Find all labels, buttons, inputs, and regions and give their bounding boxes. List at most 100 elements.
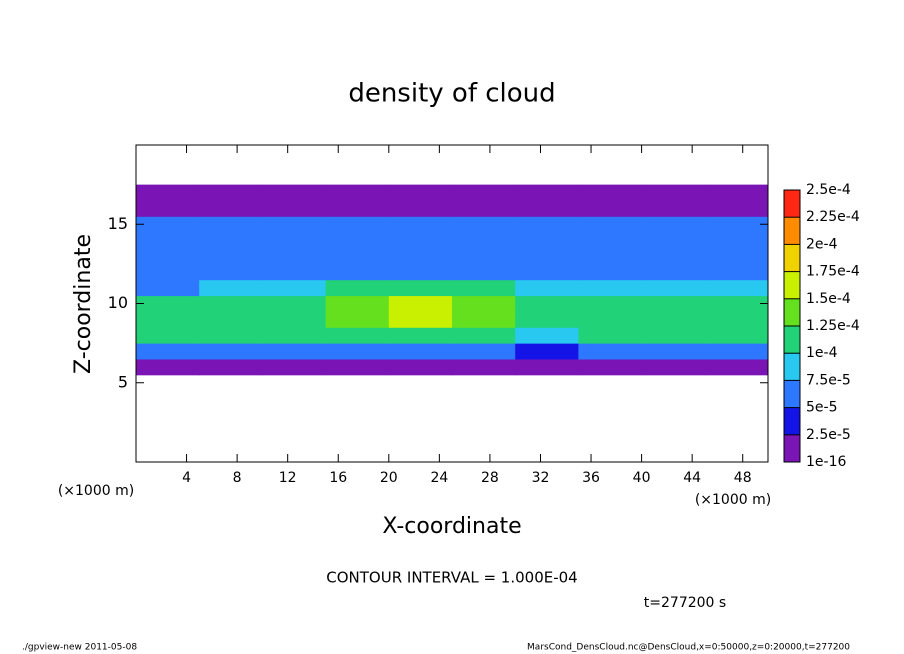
heat-cell <box>388 279 453 297</box>
colorbar-swatch <box>784 353 800 381</box>
contour-interval: CONTOUR INTERVAL = 1.000E-04 <box>326 569 577 587</box>
heat-cell <box>136 200 200 217</box>
heat-cell <box>641 263 706 281</box>
heat-cell <box>388 343 453 360</box>
heat-cell <box>136 343 200 360</box>
heat-cell <box>452 327 516 344</box>
heat-cell <box>704 327 769 344</box>
heat-cell <box>641 295 706 312</box>
heat-cell <box>136 279 200 297</box>
heat-cell <box>325 263 390 281</box>
heat-cell <box>452 311 516 328</box>
heat-cell <box>515 216 579 233</box>
colorbar-label: 2.25e-4 <box>806 209 860 225</box>
heat-cell <box>452 184 516 201</box>
heat-cell <box>199 279 263 297</box>
y-tick-label: 10 <box>108 293 128 312</box>
heat-cell <box>704 200 769 217</box>
heat-cell <box>641 327 706 344</box>
heat-cell <box>136 248 200 265</box>
heat-cell <box>199 263 263 281</box>
heat-cell <box>578 216 643 233</box>
colorbar-label: 2.5e-4 <box>806 182 851 198</box>
heat-cell <box>704 263 769 281</box>
colorbar-label: 1.75e-4 <box>806 264 860 280</box>
footer-left: ./gpview-new 2011-05-08 <box>22 643 137 653</box>
heat-cell <box>515 358 579 376</box>
colorbar-label: 1e-16 <box>806 454 846 470</box>
heat-cell <box>262 295 327 312</box>
heat-cell <box>262 216 327 233</box>
y-axis-label: Z-coordinate <box>71 234 96 374</box>
heat-cell <box>452 295 516 312</box>
heat-cell <box>136 327 200 344</box>
heat-cell <box>325 216 390 233</box>
heat-cell <box>136 263 200 281</box>
heat-cell <box>452 232 516 249</box>
heat-cell <box>199 311 263 328</box>
heat-cell <box>515 295 579 312</box>
heat-cell <box>452 200 516 217</box>
heat-cell <box>452 248 516 265</box>
heat-cell <box>199 248 263 265</box>
heat-cell <box>578 327 643 344</box>
x-tick-label: 28 <box>481 470 499 486</box>
heat-cell <box>578 358 643 376</box>
heat-cell <box>578 295 643 312</box>
heat-cell <box>325 295 390 312</box>
x-tick-label: 32 <box>532 470 550 486</box>
heat-cell <box>388 200 453 217</box>
footer-right: MarsCond_DensCloud.nc@DensCloud,x=0:5000… <box>527 643 850 653</box>
time-label: t=277200 s <box>644 595 726 611</box>
heat-cell <box>199 327 263 344</box>
heat-cell <box>578 311 643 328</box>
colorbar-swatch <box>784 244 800 272</box>
heat-cell <box>515 248 579 265</box>
heat-cell <box>641 200 706 217</box>
heat-cell <box>325 311 390 328</box>
x-unit: (×1000 m) <box>695 492 771 508</box>
heat-cell <box>515 184 579 201</box>
heat-cell <box>388 295 453 312</box>
colorbar-label: 2.5e-5 <box>806 427 851 443</box>
colorbar-label: 7.5e-5 <box>806 372 851 388</box>
heat-cell <box>262 279 327 297</box>
heat-cell <box>199 216 263 233</box>
x-tick-label: 12 <box>279 470 297 486</box>
heat-cell <box>704 232 769 249</box>
heat-cell <box>641 216 706 233</box>
heat-cell <box>641 184 706 201</box>
heat-cell <box>262 232 327 249</box>
heat-cell <box>641 232 706 249</box>
heat-cell <box>388 263 453 281</box>
heat-cell <box>325 358 390 376</box>
heat-cell <box>325 343 390 360</box>
heat-cell <box>704 184 769 201</box>
y-tick-label: 15 <box>108 214 128 233</box>
colorbar-label: 2e-4 <box>806 236 838 252</box>
colorbar-swatch <box>784 380 800 408</box>
colorbar-swatch <box>784 217 800 245</box>
heat-cell <box>704 343 769 360</box>
heat-cell <box>515 343 579 360</box>
heat-cell <box>704 311 769 328</box>
heat-cell <box>262 358 327 376</box>
heat-cell <box>136 358 200 376</box>
y-tick-label: 5 <box>118 372 128 391</box>
heat-cell <box>136 184 200 201</box>
heat-cell <box>578 343 643 360</box>
colorbar-label: 1.5e-4 <box>806 291 851 307</box>
heat-cell <box>641 279 706 297</box>
colorbar-swatch <box>784 434 800 462</box>
heat-cell <box>388 184 453 201</box>
heat-cell <box>515 279 579 297</box>
x-axis-label: X-coordinate <box>382 514 521 539</box>
heat-cell <box>704 216 769 233</box>
heat-cell <box>515 311 579 328</box>
colorbar-label: 5e-5 <box>806 400 837 416</box>
heat-cell <box>452 279 516 297</box>
chart-title: density of cloud <box>348 79 555 109</box>
x-tick-label: 40 <box>633 470 651 486</box>
x-tick-label: 16 <box>329 470 347 486</box>
heat-cell <box>325 327 390 344</box>
